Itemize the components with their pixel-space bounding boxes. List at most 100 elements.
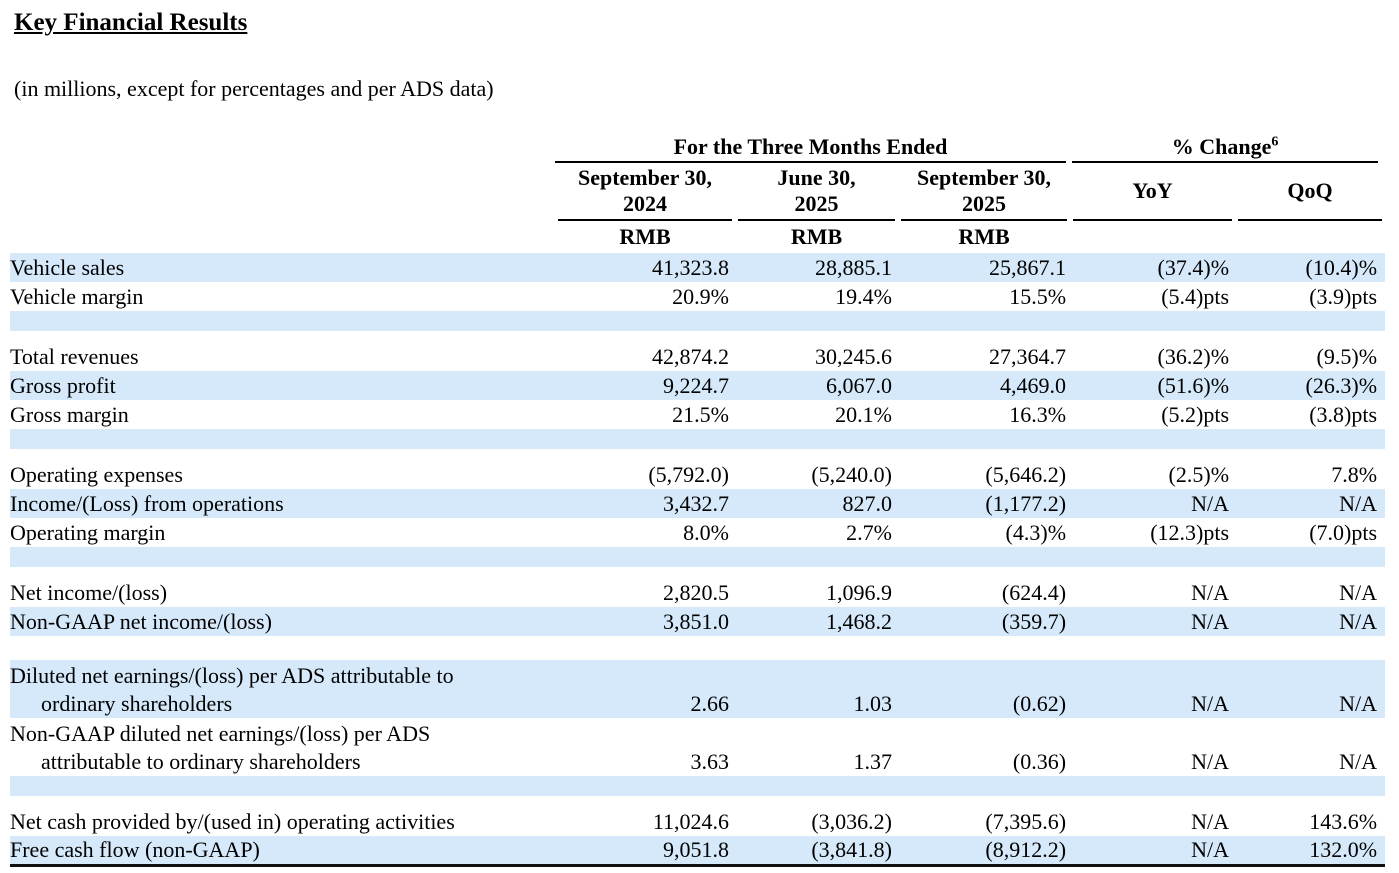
row-label-line1: Diluted net earnings/(loss) per ADS attr… [10, 663, 454, 688]
value-cell: 9,051.8 [663, 837, 729, 862]
value-cell: 9,224.7 [663, 373, 729, 398]
value-cell: 2.66 [690, 691, 730, 716]
value-cell: N/A [1339, 580, 1378, 605]
value-cell: 28,885.1 [815, 255, 892, 280]
footnote-ref-6: 6 [1271, 134, 1279, 150]
value-cell: (0.62) [1012, 691, 1067, 716]
spacer-cell [10, 311, 1385, 331]
value-cell: 1,468.2 [826, 609, 892, 634]
column-header-date-line1: June 30, [777, 165, 856, 190]
value-cell: N/A [1339, 609, 1378, 634]
table-row: Vehicle margin 20.9% 19.4% 15.5% (5.4)pts (3.… [10, 282, 1386, 311]
row-label-line1: Non-GAAP diluted net earnings/(loss) per… [10, 721, 431, 746]
spacer-row [10, 331, 1386, 342]
value-cell: (36.2)% [1157, 344, 1230, 369]
row-label: Income/(Loss) from operations [10, 491, 284, 516]
column-header-sep-2025: September 30, 2025 [898, 163, 1070, 221]
table-row: Net cash provided by/(used in) operating… [10, 807, 1386, 836]
spacer-row [10, 567, 1386, 578]
yoy-label: YoY [1132, 178, 1173, 203]
spacer-cell [10, 331, 1385, 342]
value-cell: (5.2)pts [1161, 402, 1230, 427]
column-header-date-line2: 2025 [962, 191, 1007, 216]
spacer-row [10, 311, 1386, 331]
value-cell: (51.6)% [1157, 373, 1230, 398]
value-cell: 7.8% [1331, 462, 1378, 487]
column-header-sep-2024: September 30, 2024 [555, 163, 735, 221]
spacer-cell [10, 776, 1385, 796]
column-header-yoy: YoY [1070, 163, 1235, 221]
spacer-cell [10, 567, 1385, 578]
value-cell: (5.4)pts [1161, 284, 1230, 309]
value-cell: 3,851.0 [663, 609, 729, 634]
value-cell: 19.4% [835, 284, 892, 309]
empty-header-cell [10, 163, 555, 221]
value-cell: (37.4)% [1157, 255, 1230, 280]
column-header-qoq: QoQ [1235, 163, 1385, 221]
group-header-three-months-ended: For the Three Months Ended [555, 133, 1067, 163]
value-cell: 42,874.2 [652, 344, 729, 369]
value-cell: 132.0% [1309, 837, 1378, 862]
value-cell: N/A [1191, 837, 1230, 862]
value-cell: (359.7) [1001, 609, 1067, 634]
column-header-date-line2: 2025 [794, 191, 839, 216]
key-financial-results-table: For the Three Months Ended % Change6 Sep… [10, 131, 1386, 867]
value-cell: N/A [1191, 749, 1230, 774]
table-body: Vehicle sales 41,323.8 28,885.1 25,867.1 (37… [10, 253, 1386, 866]
page-title: Key Financial Results [14, 9, 248, 36]
value-cell: N/A [1191, 580, 1230, 605]
table-row: Non-GAAP diluted net earnings/(loss) per… [10, 718, 1386, 776]
table-row: Income/(Loss) from operations 3,432.7 827.… [10, 489, 1386, 518]
value-cell: (624.4) [1001, 580, 1067, 605]
value-cell: (3.8)pts [1309, 402, 1378, 427]
row-label: Non-GAAP diluted net earnings/(loss) per… [10, 718, 555, 776]
spacer-cell [10, 636, 1385, 660]
units-note: (in millions, except for percentages and… [14, 76, 494, 101]
value-cell: (5,792.0) [648, 462, 729, 487]
spacer-row [10, 636, 1386, 660]
unit-label-rmb: RMB [619, 224, 671, 249]
value-cell: (26.3)% [1305, 373, 1378, 398]
empty-header-cell [1070, 221, 1235, 253]
table-row: Diluted net earnings/(loss) per ADS attr… [10, 660, 1386, 718]
value-cell: 4,469.0 [1000, 373, 1067, 398]
column-header-jun-2025: June 30, 2025 [735, 163, 898, 221]
spacer-row [10, 796, 1386, 807]
column-header-date-line2: 2024 [623, 191, 667, 216]
table-row: Gross profit 9,224.7 6,067.0 4,469.0 (51.6)%… [10, 371, 1386, 400]
row-label: Operating expenses [10, 462, 183, 487]
value-cell: 6,067.0 [826, 373, 892, 398]
value-cell: (5,646.2) [985, 462, 1067, 487]
value-cell: 27,364.7 [989, 344, 1067, 369]
row-label-line2: ordinary shareholders [41, 691, 233, 716]
empty-header-cell [1235, 221, 1385, 253]
value-cell: 21.5% [672, 402, 729, 427]
value-cell: 8.0% [683, 520, 729, 545]
value-cell: (3,036.2) [811, 809, 892, 834]
row-label: Gross margin [10, 402, 129, 427]
unit-label-rmb: RMB [790, 224, 843, 249]
row-label: Net cash provided by/(used in) operating… [10, 809, 455, 834]
value-cell: N/A [1191, 691, 1230, 716]
value-cell: 143.6% [1309, 809, 1378, 834]
row-label: Non-GAAP net income/(loss) [10, 609, 272, 634]
value-cell: 30,245.6 [815, 344, 892, 369]
group-header-cell-pct-change: % Change6 [1070, 131, 1385, 163]
qoq-label: QoQ [1287, 178, 1333, 203]
spacer-cell [10, 449, 1385, 460]
value-cell: N/A [1339, 749, 1378, 774]
row-label: Free cash flow (non-GAAP) [10, 837, 260, 862]
table-row: Net income/(loss) 2,820.5 1,096.9 (624.4) N/… [10, 578, 1386, 607]
empty-header-cell [10, 131, 555, 163]
value-cell: N/A [1191, 609, 1230, 634]
group-header-cell-periods: For the Three Months Ended [555, 131, 1070, 163]
value-cell: N/A [1191, 491, 1230, 516]
value-cell: 1.03 [853, 691, 893, 716]
value-cell: 20.9% [672, 284, 729, 309]
value-cell: 2.7% [846, 520, 892, 545]
table-row: Operating expenses (5,792.0) (5,240.0) (5,6… [10, 460, 1386, 489]
value-cell: N/A [1191, 809, 1230, 834]
spacer-cell [10, 796, 1385, 807]
row-label: Vehicle sales [10, 255, 125, 280]
